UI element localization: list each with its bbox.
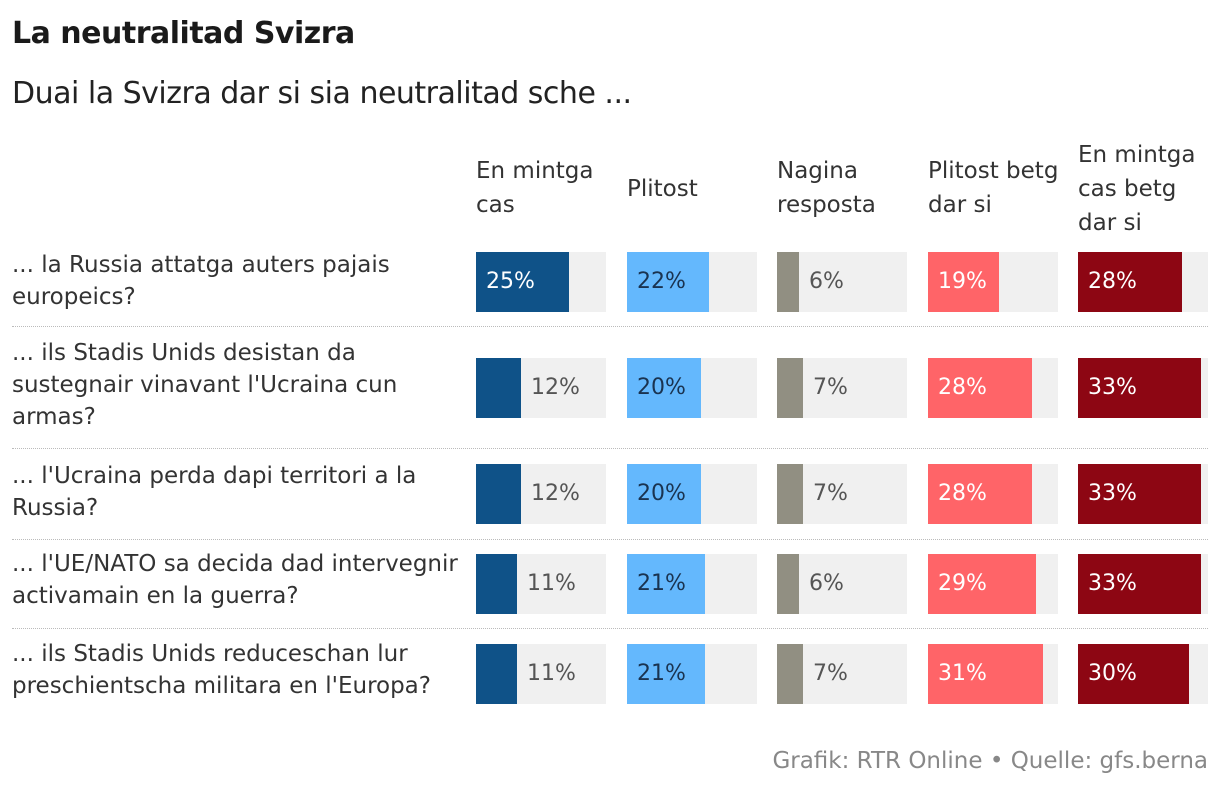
bar-value-label-3-1: 21%	[637, 571, 686, 596]
bar-track-0-0: 25%	[476, 252, 606, 312]
bar-value-label-4-0: 11%	[527, 661, 576, 686]
bar-track-2-3: 28%	[928, 464, 1058, 524]
bar-3-2	[777, 554, 799, 614]
bar-value-label-3-3: 29%	[938, 571, 987, 596]
bar-1-0	[476, 358, 521, 418]
bar-value-label-0-1: 22%	[637, 269, 686, 294]
bar-1-3	[928, 358, 1032, 418]
bar-value-label-4-1: 21%	[637, 661, 686, 686]
chart-subtitle: Duai la Svizra dar si sia neutralitad sc…	[12, 76, 632, 111]
bar-track-2-4: 33%	[1078, 464, 1208, 524]
bar-4-4	[1078, 644, 1189, 704]
bar-value-label-0-2: 6%	[809, 269, 844, 294]
bar-value-label-0-0: 25%	[486, 269, 535, 294]
bar-track-1-3: 28%	[928, 358, 1058, 418]
bar-value-label-2-3: 28%	[938, 481, 987, 506]
bar-0-1	[627, 252, 709, 312]
bar-0-4	[1078, 252, 1182, 312]
row-label-3: ... l'UE/NATO sa decida dad intervegnir …	[12, 551, 458, 609]
bar-value-label-1-3: 28%	[938, 375, 987, 400]
bar-track-0-2: 6%	[777, 252, 907, 312]
bar-1-2	[777, 358, 803, 418]
bar-0-2	[777, 252, 799, 312]
bar-value-label-4-4: 30%	[1088, 661, 1137, 686]
bar-value-label-3-2: 6%	[809, 571, 844, 596]
row-label-0: ... la Russia attatga auters pajais euro…	[12, 252, 390, 310]
bar-value-label-2-0: 12%	[531, 481, 580, 506]
bar-track-2-1: 20%	[627, 464, 757, 524]
bar-4-3	[928, 644, 1043, 704]
bar-value-label-4-2: 7%	[813, 661, 848, 686]
column-header-2: Nagina resposta	[777, 158, 876, 218]
bar-value-label-1-2: 7%	[813, 375, 848, 400]
bar-value-label-3-4: 33%	[1088, 571, 1137, 596]
bar-2-2	[777, 464, 803, 524]
bar-4-2	[777, 644, 803, 704]
bar-value-label-2-4: 33%	[1088, 481, 1137, 506]
bar-track-0-1: 22%	[627, 252, 757, 312]
row-separator-1	[12, 448, 1208, 449]
bar-track-2-0: 12%	[476, 464, 606, 524]
bar-value-label-4-3: 31%	[938, 661, 987, 686]
bar-track-1-0: 12%	[476, 358, 606, 418]
chart-title: La neutralitad Svizra	[12, 16, 355, 51]
bar-track-1-2: 7%	[777, 358, 907, 418]
bar-1-1	[627, 358, 701, 418]
bar-track-2-2: 7%	[777, 464, 907, 524]
bar-track-1-4: 33%	[1078, 358, 1208, 418]
bar-track-4-0: 11%	[476, 644, 606, 704]
bar-value-label-2-2: 7%	[813, 481, 848, 506]
bar-track-4-4: 30%	[1078, 644, 1208, 704]
bar-3-4	[1078, 554, 1201, 614]
bar-value-label-2-1: 20%	[637, 481, 686, 506]
bar-2-0	[476, 464, 521, 524]
row-separator-3	[12, 628, 1208, 629]
bar-value-label-0-4: 28%	[1088, 269, 1137, 294]
bar-value-label-1-4: 33%	[1088, 375, 1137, 400]
column-header-4: En mintga cas betg dar si	[1078, 142, 1196, 236]
row-separator-0	[12, 326, 1208, 327]
bar-1-4	[1078, 358, 1201, 418]
bar-track-4-1: 21%	[627, 644, 757, 704]
bar-track-0-4: 28%	[1078, 252, 1208, 312]
bar-track-3-0: 11%	[476, 554, 606, 614]
bar-track-1-1: 20%	[627, 358, 757, 418]
row-label-2: ... l'Ucraina perda dapi territori a la …	[12, 463, 417, 521]
bar-value-label-0-3: 19%	[938, 269, 987, 294]
bar-2-1	[627, 464, 701, 524]
row-label-4: ... ils Stadis Unids reduceschan lur pre…	[12, 641, 431, 699]
column-header-1: Plitost	[627, 176, 698, 202]
column-header-3: Plitost betg dar si	[928, 158, 1059, 218]
column-header-0: En mintga cas	[476, 158, 594, 218]
bar-track-3-3: 29%	[928, 554, 1058, 614]
bar-track-4-3: 31%	[928, 644, 1058, 704]
bar-track-4-2: 7%	[777, 644, 907, 704]
source-footer: Grafik: RTR Online • Quelle: gfs.berna	[772, 748, 1208, 774]
row-label-1: ... ils Stadis Unids desistan da sustegn…	[12, 340, 398, 430]
bar-2-4	[1078, 464, 1201, 524]
bar-track-3-1: 21%	[627, 554, 757, 614]
bar-4-1	[627, 644, 705, 704]
bar-0-0	[476, 252, 569, 312]
bar-3-0	[476, 554, 517, 614]
bar-value-label-1-0: 12%	[531, 375, 580, 400]
bar-3-3	[928, 554, 1036, 614]
row-separator-2	[12, 539, 1208, 540]
bar-0-3	[928, 252, 999, 312]
bar-3-1	[627, 554, 705, 614]
bar-track-3-2: 6%	[777, 554, 907, 614]
bar-track-3-4: 33%	[1078, 554, 1208, 614]
bar-track-0-3: 19%	[928, 252, 1058, 312]
bar-value-label-3-0: 11%	[527, 571, 576, 596]
bar-4-0	[476, 644, 517, 704]
bar-value-label-1-1: 20%	[637, 375, 686, 400]
bar-2-3	[928, 464, 1032, 524]
